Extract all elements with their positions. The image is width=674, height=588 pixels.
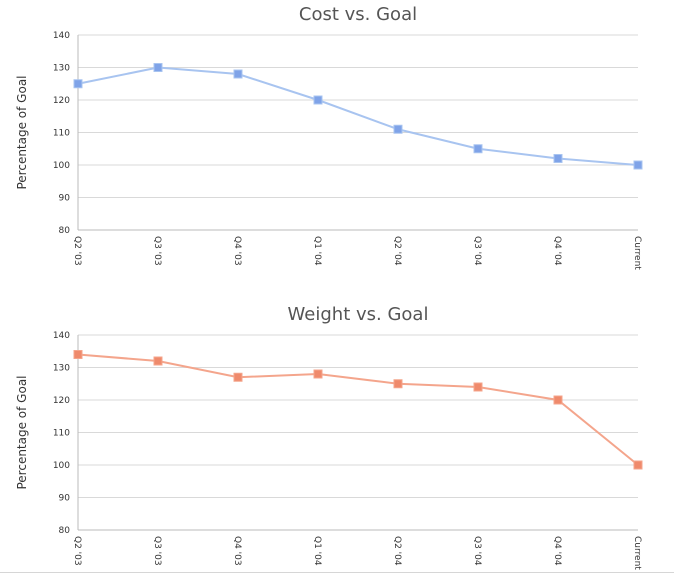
y-tick-label: 100 xyxy=(53,161,70,171)
x-tick-label: Q1 '04 xyxy=(312,536,322,566)
x-tick-label: Q3 '04 xyxy=(472,536,482,566)
chart-title: Weight vs. Goal xyxy=(288,304,429,325)
data-point-marker xyxy=(473,144,483,154)
x-tick-label: Q4 '03 xyxy=(232,236,242,266)
y-tick-label: 80 xyxy=(59,526,71,536)
data-point-marker xyxy=(233,372,243,382)
y-axis-label: Percentage of Goal xyxy=(15,375,29,489)
data-point-marker xyxy=(393,124,403,134)
x-tick-label: Q2 '04 xyxy=(392,536,402,566)
weight-vs-goal-chart: Weight vs. Goal Percentage of Goal 80 90 100… xyxy=(0,300,674,588)
x-tick-label: Q3 '03 xyxy=(152,536,162,566)
data-point-marker xyxy=(633,160,643,170)
data-point-marker xyxy=(313,95,323,105)
y-tick-label: 90 xyxy=(59,494,71,504)
x-tick-label: Q2 '03 xyxy=(72,236,82,266)
data-point-marker xyxy=(73,350,83,359)
y-tick-label: 140 xyxy=(53,331,70,341)
y-tick-label: 100 xyxy=(53,461,70,471)
x-tick-label: Current xyxy=(632,236,642,270)
cost-chart-svg: Cost vs. Goal Percentage of Goal 80 90 100 11… xyxy=(15,4,643,270)
chart-title: Cost vs. Goal xyxy=(299,4,417,25)
y-tick-label: 120 xyxy=(53,96,70,106)
x-tick-label: Q3 '04 xyxy=(472,236,482,266)
data-point-marker xyxy=(153,356,163,366)
data-point-marker xyxy=(233,69,243,79)
series-line xyxy=(77,66,639,166)
y-tick-label: 130 xyxy=(53,64,70,74)
x-tick-label: Q1 '04 xyxy=(312,236,322,266)
y-tick-label: 130 xyxy=(53,364,70,374)
y-tick-label: 140 xyxy=(53,31,70,41)
weight-chart-svg: Weight vs. Goal Percentage of Goal 80 90 100… xyxy=(15,304,643,570)
y-tick-label: 110 xyxy=(53,429,70,439)
y-tick-label: 90 xyxy=(59,194,71,204)
y-tick-label: 110 xyxy=(53,129,70,139)
data-point-marker xyxy=(153,63,163,72)
y-tick-label: 80 xyxy=(59,226,71,236)
bottom-divider xyxy=(0,572,674,573)
data-point-marker xyxy=(313,369,323,379)
x-tick-label: Q4 '03 xyxy=(232,536,242,566)
x-tick-label: Current xyxy=(632,536,642,570)
data-point-marker xyxy=(73,79,83,89)
y-axis-label: Percentage of Goal xyxy=(15,75,29,189)
cost-vs-goal-chart: Cost vs. Goal Percentage of Goal 80 90 100 11… xyxy=(0,0,674,288)
data-point-marker xyxy=(553,154,563,163)
data-point-marker xyxy=(633,460,643,470)
x-tick-label: Q4 '04 xyxy=(552,236,562,266)
series-line xyxy=(77,353,639,466)
x-tick-label: Q4 '04 xyxy=(552,536,562,566)
data-point-marker xyxy=(393,379,403,389)
data-point-marker xyxy=(553,395,563,405)
x-tick-label: Q2 '04 xyxy=(392,236,402,266)
x-tick-label: Q2 '03 xyxy=(72,536,82,566)
data-point-marker xyxy=(473,382,483,392)
x-tick-label: Q3 '03 xyxy=(152,236,162,266)
y-tick-label: 120 xyxy=(53,396,70,406)
